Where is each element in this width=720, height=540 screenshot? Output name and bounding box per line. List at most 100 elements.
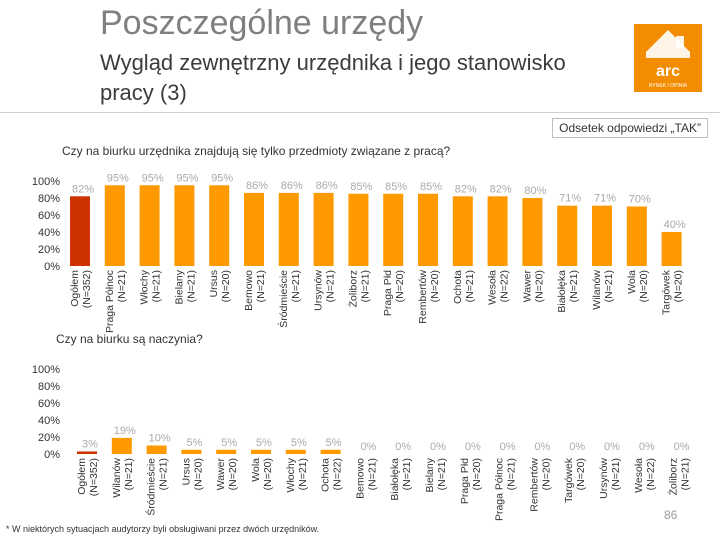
chart1-category-label: Ogółem (N=352) (69, 270, 93, 308)
chart2-data-label: 5% (221, 437, 237, 449)
chart1-bar (626, 206, 647, 266)
chart2-ytick: 0% (44, 449, 60, 461)
chart2-category-name: Wilanów (111, 458, 123, 498)
chart1-bar (139, 185, 160, 266)
chart2-category-name: Ogółem (76, 458, 88, 495)
chart2-category-name: Praga Północ (494, 458, 506, 521)
chart1-data-label: 82% (490, 183, 512, 195)
chart1-bar (452, 196, 473, 266)
chart2-category-n: (N=20) (262, 458, 274, 490)
chart1-category-label: Wilanów (N=21) (591, 270, 615, 310)
chart1-category-label: Praga Płd (N=20) (382, 270, 406, 316)
chart2-data-label: 0% (465, 441, 481, 453)
chart1-ytick: 40% (38, 227, 60, 239)
chart1-data-label: 85% (350, 181, 372, 193)
chart1-category-label: Wola (N=20) (626, 270, 650, 303)
legend-note: Odsetek odpowiedzi „TAK” (552, 118, 708, 138)
chart2-bar (181, 449, 202, 454)
chart1-data-label: 71% (594, 193, 616, 205)
chart1-data-label: 82% (455, 183, 477, 195)
chart1-category-n: (N=352) (81, 270, 93, 308)
chart1-data-label: 85% (385, 181, 407, 193)
chart1-category-name: Wilanów (591, 270, 603, 310)
chart1-category-n: (N=20) (220, 270, 232, 302)
chart1-category-n: (N=20) (429, 270, 441, 302)
chart1-category-n: (N=21) (151, 270, 163, 302)
chart2-bar (216, 449, 237, 454)
chart2-data-label: 5% (326, 437, 342, 449)
chart1-category-n: (N=21) (464, 270, 476, 302)
chart1-bar (661, 232, 682, 266)
chart1-bar (418, 193, 438, 266)
chart1-category-label: Bemowo (N=21) (243, 270, 267, 311)
chart2-bar (146, 445, 167, 454)
header-divider (0, 112, 720, 113)
chart2-category-n: (N=21) (610, 458, 622, 490)
chart1-category-n: (N=21) (185, 270, 197, 302)
chart2-data-label: 19% (114, 425, 136, 437)
chart2-category-n: (N=21) (297, 458, 309, 490)
chart1-bar (104, 185, 125, 266)
chart1-data-label: 95% (142, 172, 164, 184)
chart1-bar (487, 196, 508, 266)
chart1-category-name: Targówek (661, 269, 673, 315)
chart2-category-n: (N=21) (680, 458, 692, 490)
chart2-category-label: Bemowo (N=21) (354, 458, 378, 499)
chart2-category-label: Targówek (N=20) (563, 457, 587, 503)
chart1-category-label: Ochota (N=21) (452, 270, 476, 304)
chart1-bar (70, 196, 90, 266)
chart1-category-name: Ogółem (69, 270, 81, 307)
chart1-data-label: 95% (211, 172, 233, 184)
chart1-category-label: Rembertów (N=20) (417, 270, 441, 324)
chart1-bar (209, 185, 230, 266)
chart2-category-label: Ochota (N=22) (320, 458, 344, 492)
chart1-data-label: 86% (246, 180, 268, 192)
chart1-category-n: (N=21) (255, 270, 267, 302)
chart2-data-label: 0% (604, 441, 620, 453)
chart2-category-name: Praga Płd (459, 458, 471, 504)
chart2-category-label: Włochy (N=21) (285, 457, 309, 492)
chart2-category-label: Ursus (N=20) (180, 458, 204, 490)
chart2-category-label: Praga Północ (N=21) (494, 458, 518, 521)
chart2-data-label: 0% (430, 441, 446, 453)
chart1-category-n: (N=21) (359, 270, 371, 302)
chart2-category-label: Wesoła (N=22) (633, 458, 657, 493)
chart1-bar (592, 205, 612, 266)
chart1-data-label: 95% (107, 172, 129, 184)
chart2-data-label: 0% (569, 441, 585, 453)
chart2-category-n: (N=20) (471, 458, 483, 490)
chart2-category-name: Ursynów (598, 458, 610, 499)
chart2-category-label: Śródmieście (N=21) (145, 458, 170, 516)
logo-text: arc (656, 63, 680, 80)
chart1-data-label: 86% (316, 180, 338, 192)
chart2-data-label: 0% (674, 441, 690, 453)
chart1-ytick: 60% (38, 210, 60, 222)
chart1-ytick: 20% (38, 244, 60, 256)
chart2-category-label: Białołęka (N=21) (389, 458, 413, 501)
chart2-category-name: Włochy (285, 457, 297, 492)
chart1-category-name: Żoliborz (346, 270, 359, 307)
chart2-category-n: (N=352) (88, 458, 100, 496)
chart1-data-label: 95% (176, 172, 198, 184)
chart2-category-name: Ursus (180, 458, 192, 485)
chart2-bar (111, 437, 132, 454)
chart1-category-name: Śródmieście (277, 270, 290, 328)
chart2-category-n: (N=20) (227, 458, 239, 490)
chart1-category-name: Praga Północ (104, 270, 116, 333)
chart1-category-name: Wesoła (487, 270, 499, 305)
chart2-category-name: Białołęka (389, 458, 401, 501)
chart2-bar (320, 449, 341, 454)
chart2-data-label: 5% (291, 437, 307, 449)
chart1-bar (557, 205, 578, 266)
chart2-category-label: Ogółem (N=352) (76, 458, 100, 496)
chart2-data-label: 0% (534, 441, 550, 453)
chart2-category-name: Bemowo (354, 458, 366, 499)
chart1-category-n: (N=20) (673, 270, 685, 302)
chart1-category-n: (N=22) (499, 270, 511, 302)
chart1-category-n: (N=21) (568, 270, 580, 302)
chart2-category-n: (N=22) (645, 458, 657, 490)
chart1-data-label: 86% (281, 180, 303, 192)
footnote: * W niektórych sytuacjach audytorzy byli… (6, 524, 320, 534)
chart2-category-name: Wola (250, 458, 262, 482)
chart1-category-label: Wawer (N=20) (521, 269, 545, 302)
